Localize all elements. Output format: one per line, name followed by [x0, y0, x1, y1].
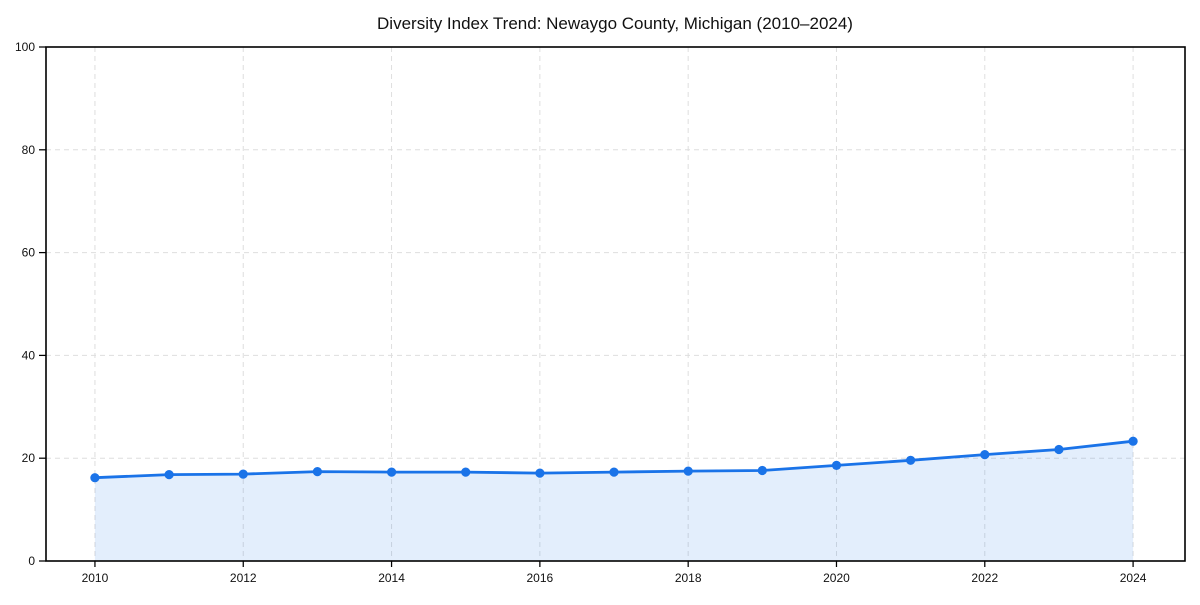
data-point	[980, 450, 990, 460]
data-point	[387, 467, 397, 477]
y-tick-label: 0	[28, 554, 35, 568]
y-tick-label: 100	[15, 40, 35, 54]
y-tick-label: 60	[22, 246, 36, 260]
plot-border	[45, 46, 1186, 562]
data-point	[609, 467, 619, 477]
data-point	[906, 455, 916, 465]
area-fill	[94, 441, 1134, 561]
data-point	[831, 460, 842, 470]
x-tick-label: 2014	[378, 571, 405, 585]
x-tick-label: 2020	[823, 571, 850, 585]
x-tick-label: 2010	[82, 571, 109, 585]
data-point	[90, 473, 100, 483]
data-point	[683, 466, 693, 476]
plot-area: 2010 2012 2014 2016 2018 2020 2022 2024 0 20 40 60 8…	[15, 40, 1186, 585]
data-point	[312, 467, 322, 477]
y-tick-label: 40	[22, 348, 36, 362]
data-point	[1054, 444, 1064, 455]
y-tick-label: 20	[22, 451, 36, 465]
x-tick-label: 2022	[971, 571, 998, 585]
data-point	[1128, 436, 1138, 446]
data-point	[757, 465, 767, 476]
data-point	[238, 469, 248, 479]
x-tick-label: 2024	[1120, 571, 1147, 585]
data-point	[535, 468, 545, 478]
x-tick-label: 2018	[675, 571, 702, 585]
data-point	[461, 467, 471, 477]
y-tick-label: 80	[22, 143, 36, 157]
x-tick-label: 2012	[230, 571, 257, 585]
data-point	[164, 470, 174, 480]
chart-title: Diversity Index Trend: Newaygo County, M…	[377, 14, 853, 33]
x-tick-label: 2016	[527, 571, 554, 585]
